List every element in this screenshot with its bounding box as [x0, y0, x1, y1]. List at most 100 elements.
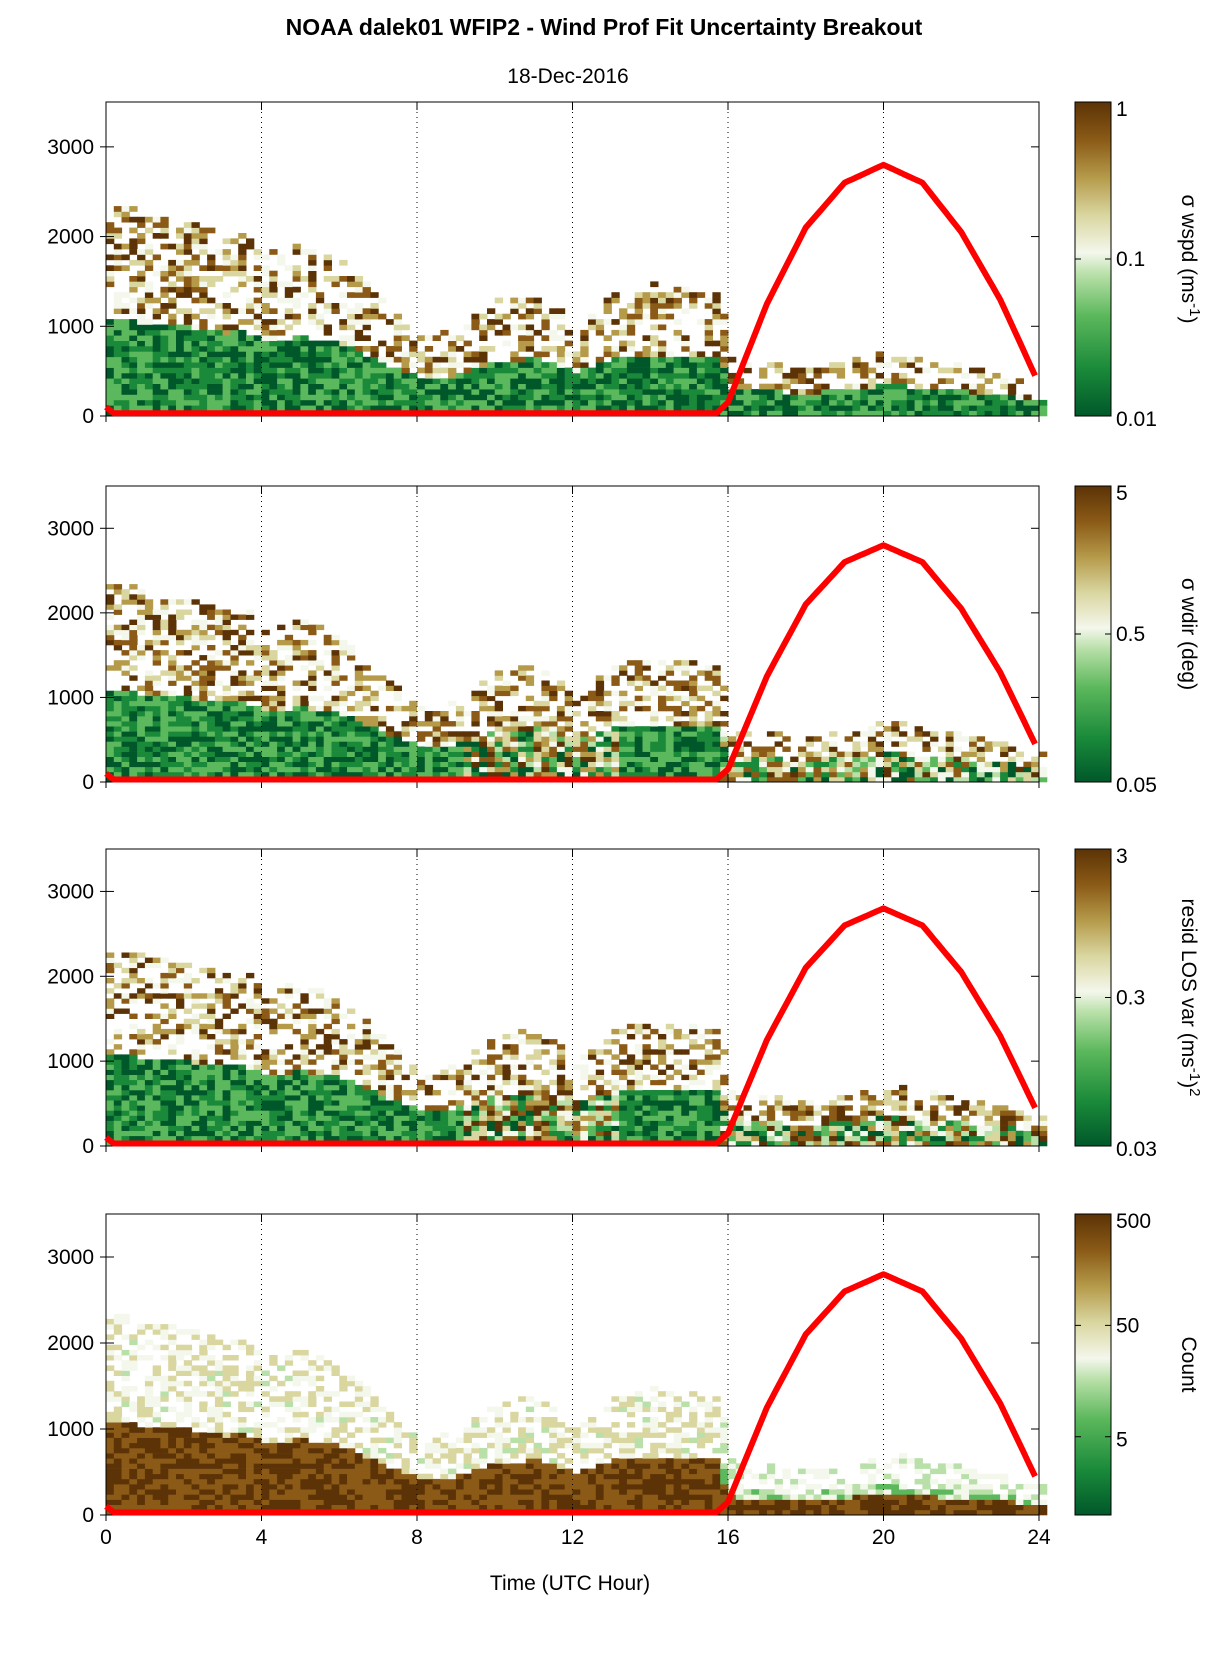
heatmap-cell — [339, 1130, 348, 1137]
heatmap-cell — [323, 1084, 332, 1091]
heatmap-cell — [914, 761, 923, 768]
heatmap-cell — [191, 1049, 200, 1055]
heatmap-cell — [634, 297, 643, 304]
heatmap-cell — [230, 1135, 239, 1142]
heatmap-cell — [665, 756, 675, 762]
heatmap-cell — [362, 1090, 371, 1096]
heatmap-cell — [207, 1084, 216, 1091]
heatmap-cell — [261, 721, 270, 727]
heatmap-cell — [113, 756, 123, 762]
heatmap-cell — [556, 731, 566, 737]
heatmap-cell — [207, 335, 216, 341]
heatmap-cell — [525, 383, 535, 390]
heatmap-cell — [168, 319, 177, 325]
heatmap-cell — [144, 297, 154, 304]
heatmap-cell — [401, 1110, 410, 1116]
heatmap-cell — [689, 405, 698, 411]
heatmap-cell — [214, 351, 224, 358]
heatmap-cell — [160, 1135, 169, 1142]
heatmap-cell — [137, 629, 146, 636]
heatmap-cell — [308, 1110, 317, 1116]
heatmap-cell — [315, 665, 325, 671]
heatmap-cell — [214, 249, 224, 255]
heatmap-cell — [230, 389, 239, 395]
heatmap-cell — [253, 645, 262, 651]
heatmap-cell — [269, 340, 278, 347]
heatmap-cell — [518, 1090, 527, 1096]
heatmap-cell — [176, 993, 185, 999]
heatmap-cell — [961, 756, 970, 762]
heatmap-cell — [129, 1059, 138, 1065]
heatmap-cell — [191, 383, 200, 390]
heatmap-cell — [424, 771, 434, 778]
heatmap-cell — [176, 650, 185, 656]
heatmap-cell — [121, 265, 130, 271]
heatmap-cell — [556, 372, 566, 379]
heatmap-cell — [440, 329, 449, 336]
heatmap-cell — [580, 741, 589, 747]
heatmap-cell — [393, 372, 402, 379]
heatmap-cell — [277, 624, 286, 631]
heatmap-cell — [533, 329, 542, 336]
heatmap-cell — [199, 670, 208, 676]
heatmap-cell — [292, 383, 301, 390]
heatmap-cell — [160, 1115, 169, 1121]
heatmap-cell — [370, 292, 379, 298]
heatmap-cell — [106, 1105, 115, 1111]
heatmap-cell — [471, 1125, 480, 1131]
heatmap-cell — [634, 675, 643, 681]
heatmap-cell — [937, 410, 947, 417]
heatmap-cell — [354, 675, 364, 681]
heatmap-cell — [525, 297, 535, 304]
heatmap-cell — [168, 761, 177, 768]
heatmap-cell — [269, 741, 278, 747]
heatmap-cell — [168, 634, 177, 641]
heatmap-cell — [315, 1135, 325, 1142]
heatmap-cell — [354, 680, 364, 686]
heatmap-cell — [805, 771, 814, 778]
heatmap-cell — [424, 1074, 434, 1081]
heatmap-cell — [238, 340, 247, 347]
heatmap-cell — [152, 394, 161, 401]
heatmap-cell — [222, 1135, 231, 1142]
heatmap-cell — [121, 746, 130, 752]
heatmap-cell — [619, 394, 628, 401]
heatmap-cell — [308, 1034, 317, 1040]
heatmap-cell — [720, 356, 729, 363]
heatmap-cell — [222, 634, 231, 641]
heatmap-cell — [370, 1135, 379, 1142]
heatmap-cell — [385, 1125, 395, 1131]
heatmap-cell — [129, 741, 138, 747]
heatmap-cell — [137, 378, 146, 384]
heatmap-cell — [121, 650, 130, 656]
heatmap-cell — [144, 604, 154, 610]
heatmap-cell — [580, 346, 589, 352]
heatmap-cell — [176, 978, 185, 984]
heatmap-cell — [331, 1003, 340, 1009]
heatmap-cell — [409, 721, 418, 727]
heatmap-cell — [207, 766, 216, 773]
heatmap-cell — [176, 1034, 185, 1040]
heatmap-cell — [106, 351, 115, 358]
heatmap-cell — [681, 340, 690, 347]
heatmap-cell — [222, 993, 231, 999]
heatmap-cell — [370, 705, 379, 712]
heatmap-cell — [246, 1064, 255, 1070]
heatmap-cell — [704, 726, 713, 732]
heatmap-cell — [432, 378, 441, 384]
heatmap-cell — [603, 351, 612, 358]
heatmap-cell — [261, 372, 270, 379]
heatmap-cell — [214, 1130, 224, 1137]
heatmap-cell — [463, 1064, 472, 1070]
heatmap-cell — [323, 705, 332, 712]
heatmap-cell — [487, 405, 496, 411]
heatmap-cell — [207, 751, 216, 757]
heatmap-cell — [487, 1105, 496, 1111]
heatmap-cell — [502, 378, 511, 384]
heatmap-cell — [222, 324, 231, 331]
heatmap-cell — [712, 670, 721, 676]
heatmap-cell — [160, 324, 169, 331]
heatmap-cell — [168, 362, 177, 368]
heatmap-cell — [860, 383, 869, 390]
heatmap-cell — [385, 372, 395, 379]
